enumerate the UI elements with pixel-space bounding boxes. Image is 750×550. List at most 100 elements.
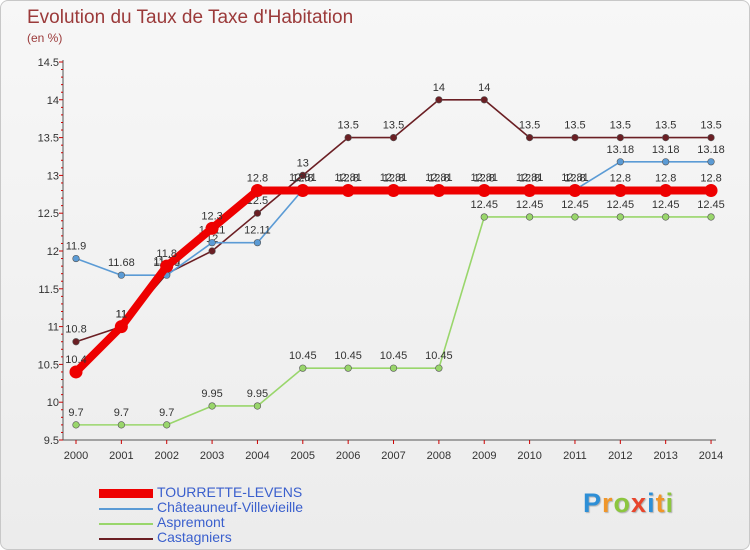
data-point — [72, 254, 80, 263]
data-point — [117, 271, 125, 279]
data-point — [253, 239, 262, 247]
data-point — [707, 158, 715, 166]
data-label: 11.8 — [156, 248, 177, 260]
data-label: 12.8 — [383, 173, 404, 185]
data-point — [208, 402, 216, 410]
data-label: 11.9 — [66, 241, 87, 253]
data-point — [299, 364, 307, 372]
data-point — [250, 184, 264, 198]
data-point — [344, 134, 352, 142]
data-point — [389, 134, 398, 142]
data-label: 13.18 — [652, 144, 680, 156]
data-point — [163, 421, 171, 429]
data-label: 12.45 — [607, 199, 635, 211]
data-point — [662, 213, 670, 221]
y-tick-label: 11.5 — [38, 284, 59, 296]
data-point — [205, 221, 219, 235]
data-point — [571, 134, 579, 142]
x-tick-label: 2004 — [245, 450, 269, 462]
data-label: 12.8 — [655, 173, 676, 185]
data-label: 12.45 — [561, 199, 589, 211]
data-label: 12.8 — [292, 173, 313, 185]
data-label: 12.3 — [201, 210, 222, 222]
y-tick-label: 14 — [47, 95, 59, 107]
data-label: 12.81 — [380, 172, 408, 184]
data-point — [525, 213, 534, 221]
data-label: 10.45 — [289, 350, 317, 362]
data-label: 13.5 — [383, 120, 404, 132]
data-label: 13.5 — [610, 120, 631, 132]
data-point — [659, 184, 673, 198]
data-label: 9.95 — [201, 388, 222, 400]
data-point — [296, 184, 310, 198]
data-point — [613, 184, 627, 198]
x-tick-label: 2012 — [608, 450, 632, 462]
data-point — [616, 158, 624, 166]
x-tick-label: 2013 — [653, 450, 677, 462]
data-label: 13.5 — [564, 120, 585, 132]
data-point — [341, 184, 355, 198]
legend-label: Castagniers — [157, 529, 232, 545]
data-point — [208, 247, 216, 255]
data-label: 10.4 — [65, 354, 86, 366]
legend-swatch — [99, 538, 153, 540]
data-point — [662, 158, 670, 166]
data-point — [72, 338, 80, 346]
data-label: 12.8 — [564, 173, 585, 185]
data-label: 12.8 — [247, 173, 268, 185]
data-label: 12.8 — [428, 173, 449, 185]
data-label: 12.81 — [516, 172, 544, 184]
data-point — [707, 134, 715, 142]
x-tick-label: 2011 — [563, 450, 587, 462]
legend-swatch — [99, 523, 153, 525]
x-tick-label: 2008 — [427, 450, 451, 462]
data-label: 9.7 — [68, 407, 83, 419]
data-point — [477, 184, 491, 198]
data-label: 12.8 — [610, 173, 631, 185]
data-point — [72, 421, 80, 429]
data-label: 13 — [297, 157, 309, 169]
data-point — [707, 213, 715, 221]
data-label: 13.5 — [700, 120, 721, 132]
data-label: 12.45 — [470, 199, 498, 211]
data-label: 13.5 — [337, 120, 358, 132]
y-tick-label: 13 — [47, 170, 59, 182]
x-tick-label: 2005 — [291, 450, 315, 462]
data-label: 13.18 — [697, 144, 725, 156]
y-tick-label: 12.5 — [38, 208, 59, 220]
data-point — [253, 402, 262, 410]
y-tick-label: 9.5 — [44, 435, 59, 447]
x-tick-label: 2003 — [200, 450, 224, 462]
data-point — [616, 213, 624, 221]
data-point — [344, 364, 352, 372]
y-tick-label: 14.5 — [38, 57, 59, 69]
series-aspremont: 9.7 9.7 9.7 9.95 9.95 10.45 10.45 10.45 10.45 12.… — [68, 199, 725, 429]
x-tick-label: 2010 — [517, 450, 541, 462]
data-label: 12.81 — [289, 172, 317, 184]
y-tick-label: 13.5 — [38, 133, 59, 145]
y-tick-label: 10.5 — [38, 359, 59, 371]
data-label: 12.8 — [700, 173, 721, 185]
data-point — [662, 134, 670, 142]
data-point — [253, 209, 262, 217]
x-tick-label: 2002 — [154, 450, 178, 462]
x-tick-label: 2000 — [64, 450, 88, 462]
data-label: 12.81 — [425, 172, 453, 184]
data-point — [389, 364, 398, 372]
data-label: 13.18 — [607, 144, 635, 156]
y-tick-label: 12 — [47, 246, 59, 258]
proxiti-logo: Proxiti — [583, 488, 674, 519]
data-label: 10.8 — [65, 324, 86, 336]
data-label: 9.95 — [247, 388, 268, 400]
data-point — [160, 259, 174, 273]
data-label: 12.45 — [652, 199, 680, 211]
data-label: 12.8 — [519, 173, 540, 185]
logo-letter: i — [647, 488, 656, 518]
y-tick-label: 11 — [48, 322, 59, 334]
legend-label: Châteauneuf-Villevieille — [157, 499, 304, 515]
y-tick-label: 10 — [47, 397, 59, 409]
data-label: 12.81 — [470, 172, 498, 184]
data-point — [299, 171, 307, 179]
